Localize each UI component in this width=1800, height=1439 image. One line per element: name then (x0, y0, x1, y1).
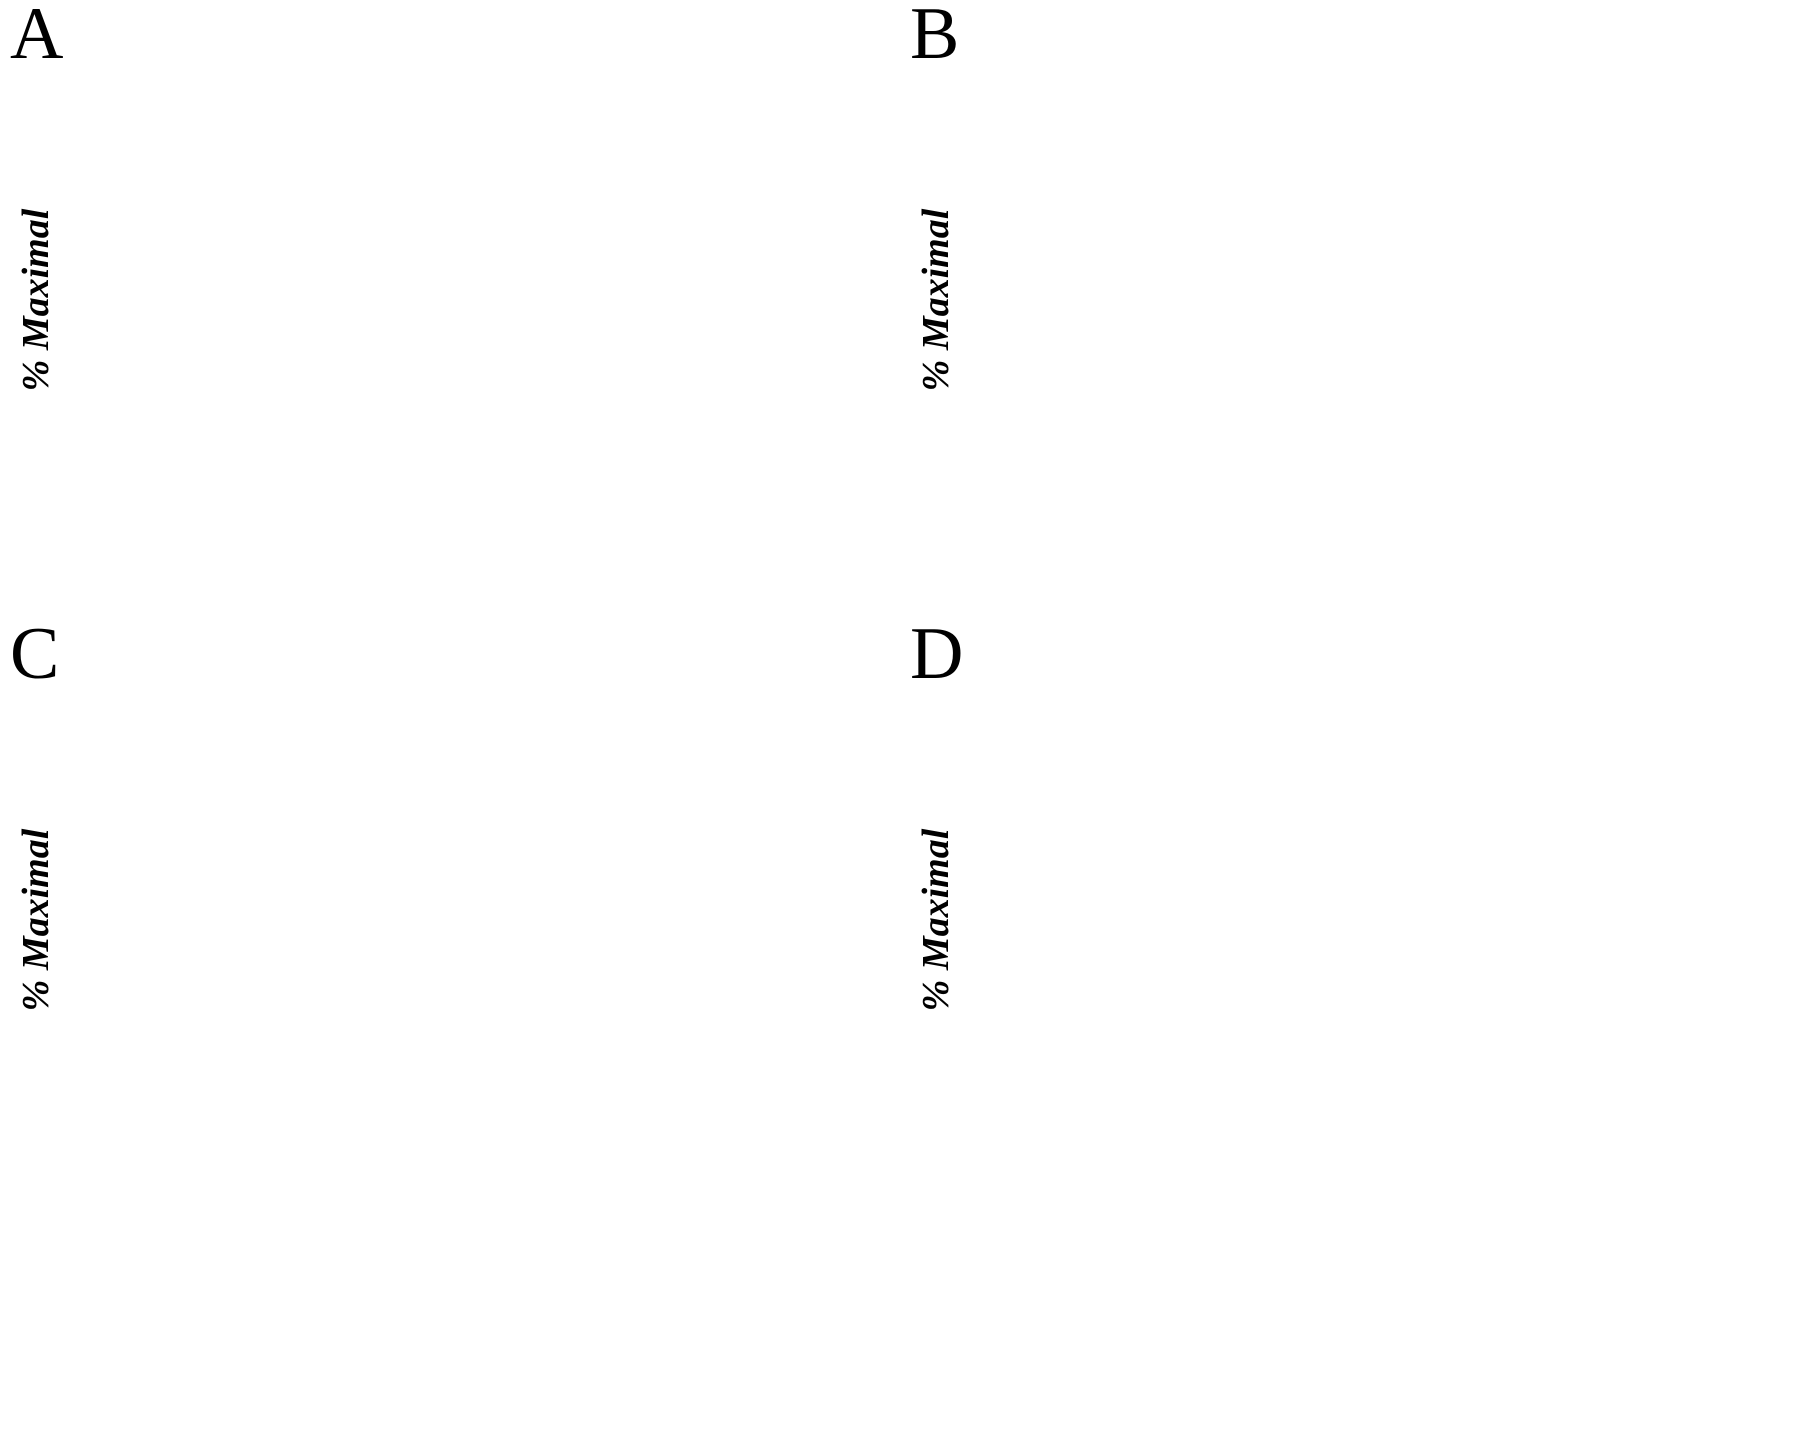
panel-b-y-axis-title: % Maximal (915, 208, 957, 391)
panel-c-chart: C % Maximal (10, 620, 59, 1011)
panel-d: D % Maximal (900, 620, 1800, 1240)
panel-c-letter: C (10, 620, 59, 695)
panel-c: C % Maximal (0, 620, 900, 1240)
panel-a-letter: A (10, 0, 63, 75)
panel-a-y-axis-title: % Maximal (15, 208, 57, 391)
panel-b-chart: B % Maximal (910, 0, 959, 391)
panel-a-chart: A % Maximal (10, 0, 63, 391)
panel-d-chart: D % Maximal (910, 620, 963, 1011)
panel-b: B % Maximal (900, 0, 1800, 620)
panel-d-letter: D (910, 620, 963, 695)
panel-c-y-axis-title: % Maximal (15, 828, 57, 1011)
panel-a: A % Maximal (0, 0, 900, 620)
panel-d-y-axis-title: % Maximal (915, 828, 957, 1011)
panel-b-letter: B (910, 0, 959, 75)
